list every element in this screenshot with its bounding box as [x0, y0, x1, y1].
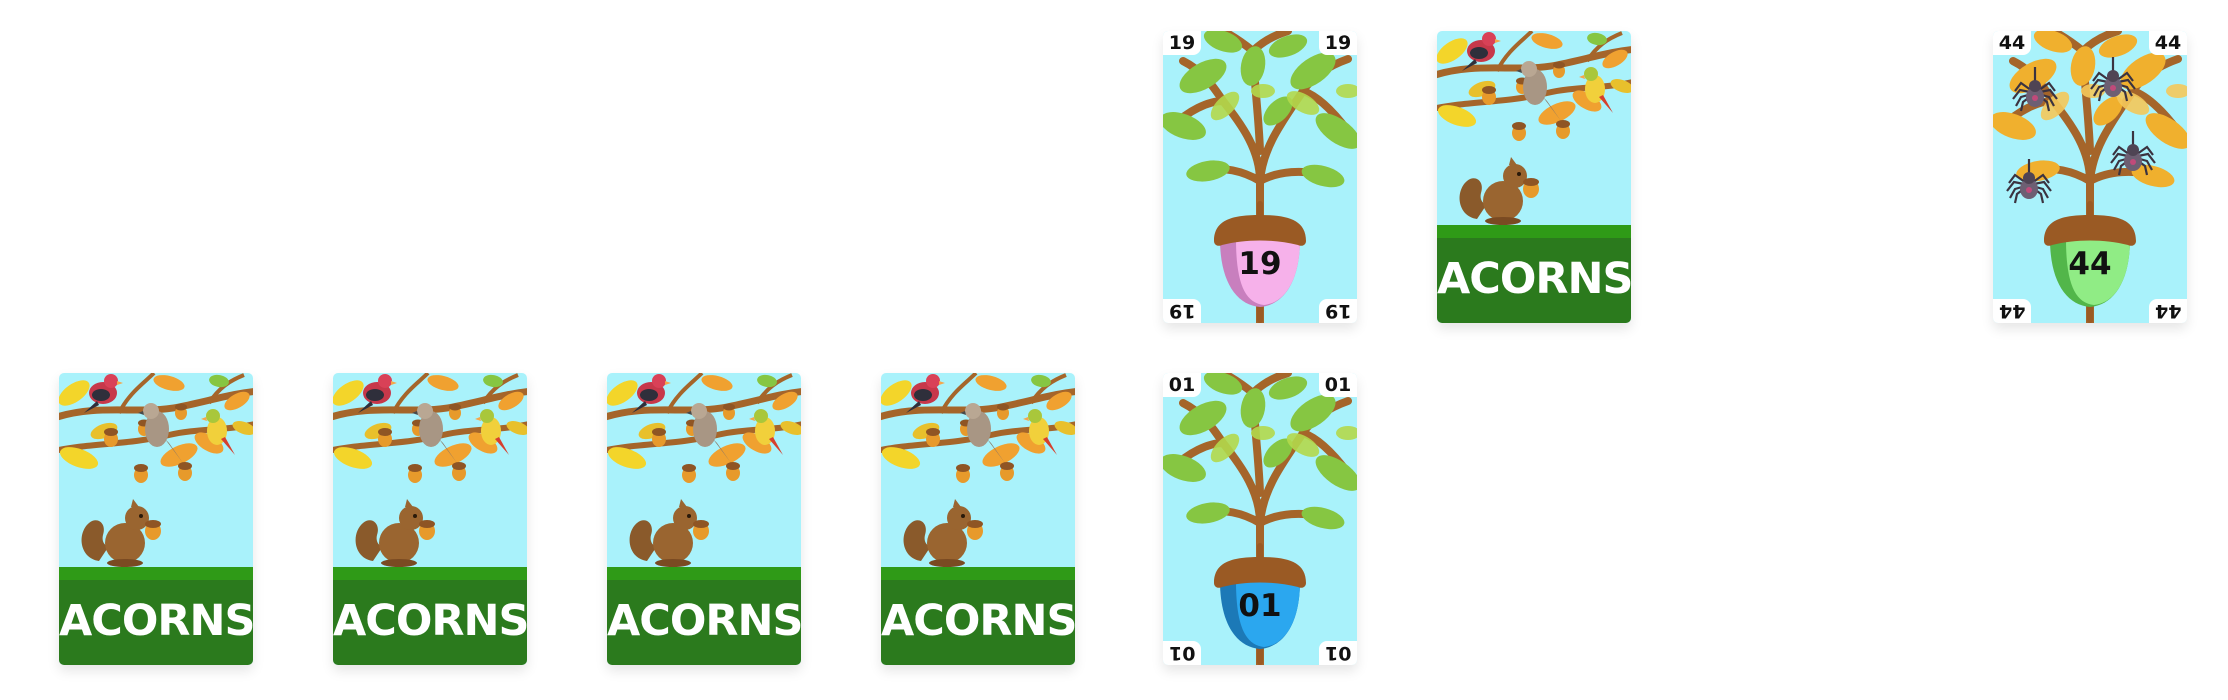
corner-number-top-right: 44 [2149, 31, 2187, 55]
corner-number-bottom-right: 01 [1319, 641, 1357, 665]
corner-number-top-left: 01 [1163, 373, 1201, 397]
acorn-badge: 19 [1214, 201, 1306, 323]
deck-label: ACORNS [59, 596, 253, 646]
acorn-number: 19 [1238, 246, 1282, 282]
card-back-band: ACORNS [1437, 225, 1631, 323]
corner-number-bottom-left: 01 [1163, 641, 1201, 665]
card-back-band: ACORNS [607, 567, 801, 665]
number-card-44[interactable]: 44 44 44 44 44 [1993, 31, 2187, 323]
deck-card-3[interactable]: ACORNS [607, 373, 801, 665]
deck-card-top[interactable]: ACORNS [1437, 31, 1631, 323]
deck-card-2[interactable]: ACORNS [333, 373, 527, 665]
deck-label: ACORNS [333, 596, 527, 646]
number-card-01[interactable]: 01 01 01 01 01 [1163, 373, 1357, 665]
deck-card-1[interactable]: ACORNS [59, 373, 253, 665]
corner-number-text: 01 [1168, 642, 1196, 664]
corner-number-bottom-left: 44 [1993, 299, 2031, 323]
acorn-badge: 44 [2044, 201, 2136, 323]
corner-number-top-left: 44 [1993, 31, 2031, 55]
card-back-band: ACORNS [333, 567, 527, 665]
acorn-icon [1214, 201, 1306, 323]
deck-card-4[interactable]: ACORNS [881, 373, 1075, 665]
corner-number-top-right: 19 [1319, 31, 1357, 55]
corner-number-text: 19 [1168, 300, 1196, 322]
acorn-badge: 01 [1214, 543, 1306, 665]
card-back-band: ACORNS [59, 567, 253, 665]
deck-label: ACORNS [881, 596, 1075, 646]
corner-number-bottom-right: 44 [2149, 299, 2187, 323]
corner-number-top-left: 19 [1163, 31, 1201, 55]
oak-tree-illustration [1993, 31, 2187, 323]
corner-number-text: 19 [1324, 300, 1352, 322]
corner-number-top-right: 01 [1319, 373, 1357, 397]
acorn-number: 44 [2068, 246, 2112, 282]
corner-number-text: 44 [1998, 300, 2026, 322]
deck-label: ACORNS [1437, 254, 1631, 304]
corner-number-text: 01 [1324, 642, 1352, 664]
acorn-number: 01 [1238, 588, 1282, 624]
oak-tree-illustration [1163, 31, 1357, 323]
deck-label: ACORNS [607, 596, 801, 646]
acorn-icon [2044, 201, 2136, 323]
number-card-19[interactable]: 19 19 19 19 19 [1163, 31, 1357, 323]
oak-tree-illustration [1163, 373, 1357, 665]
card-back-band: ACORNS [881, 567, 1075, 665]
corner-number-text: 44 [2154, 300, 2182, 322]
acorn-icon [1214, 543, 1306, 665]
corner-number-bottom-right: 19 [1319, 299, 1357, 323]
corner-number-bottom-left: 19 [1163, 299, 1201, 323]
